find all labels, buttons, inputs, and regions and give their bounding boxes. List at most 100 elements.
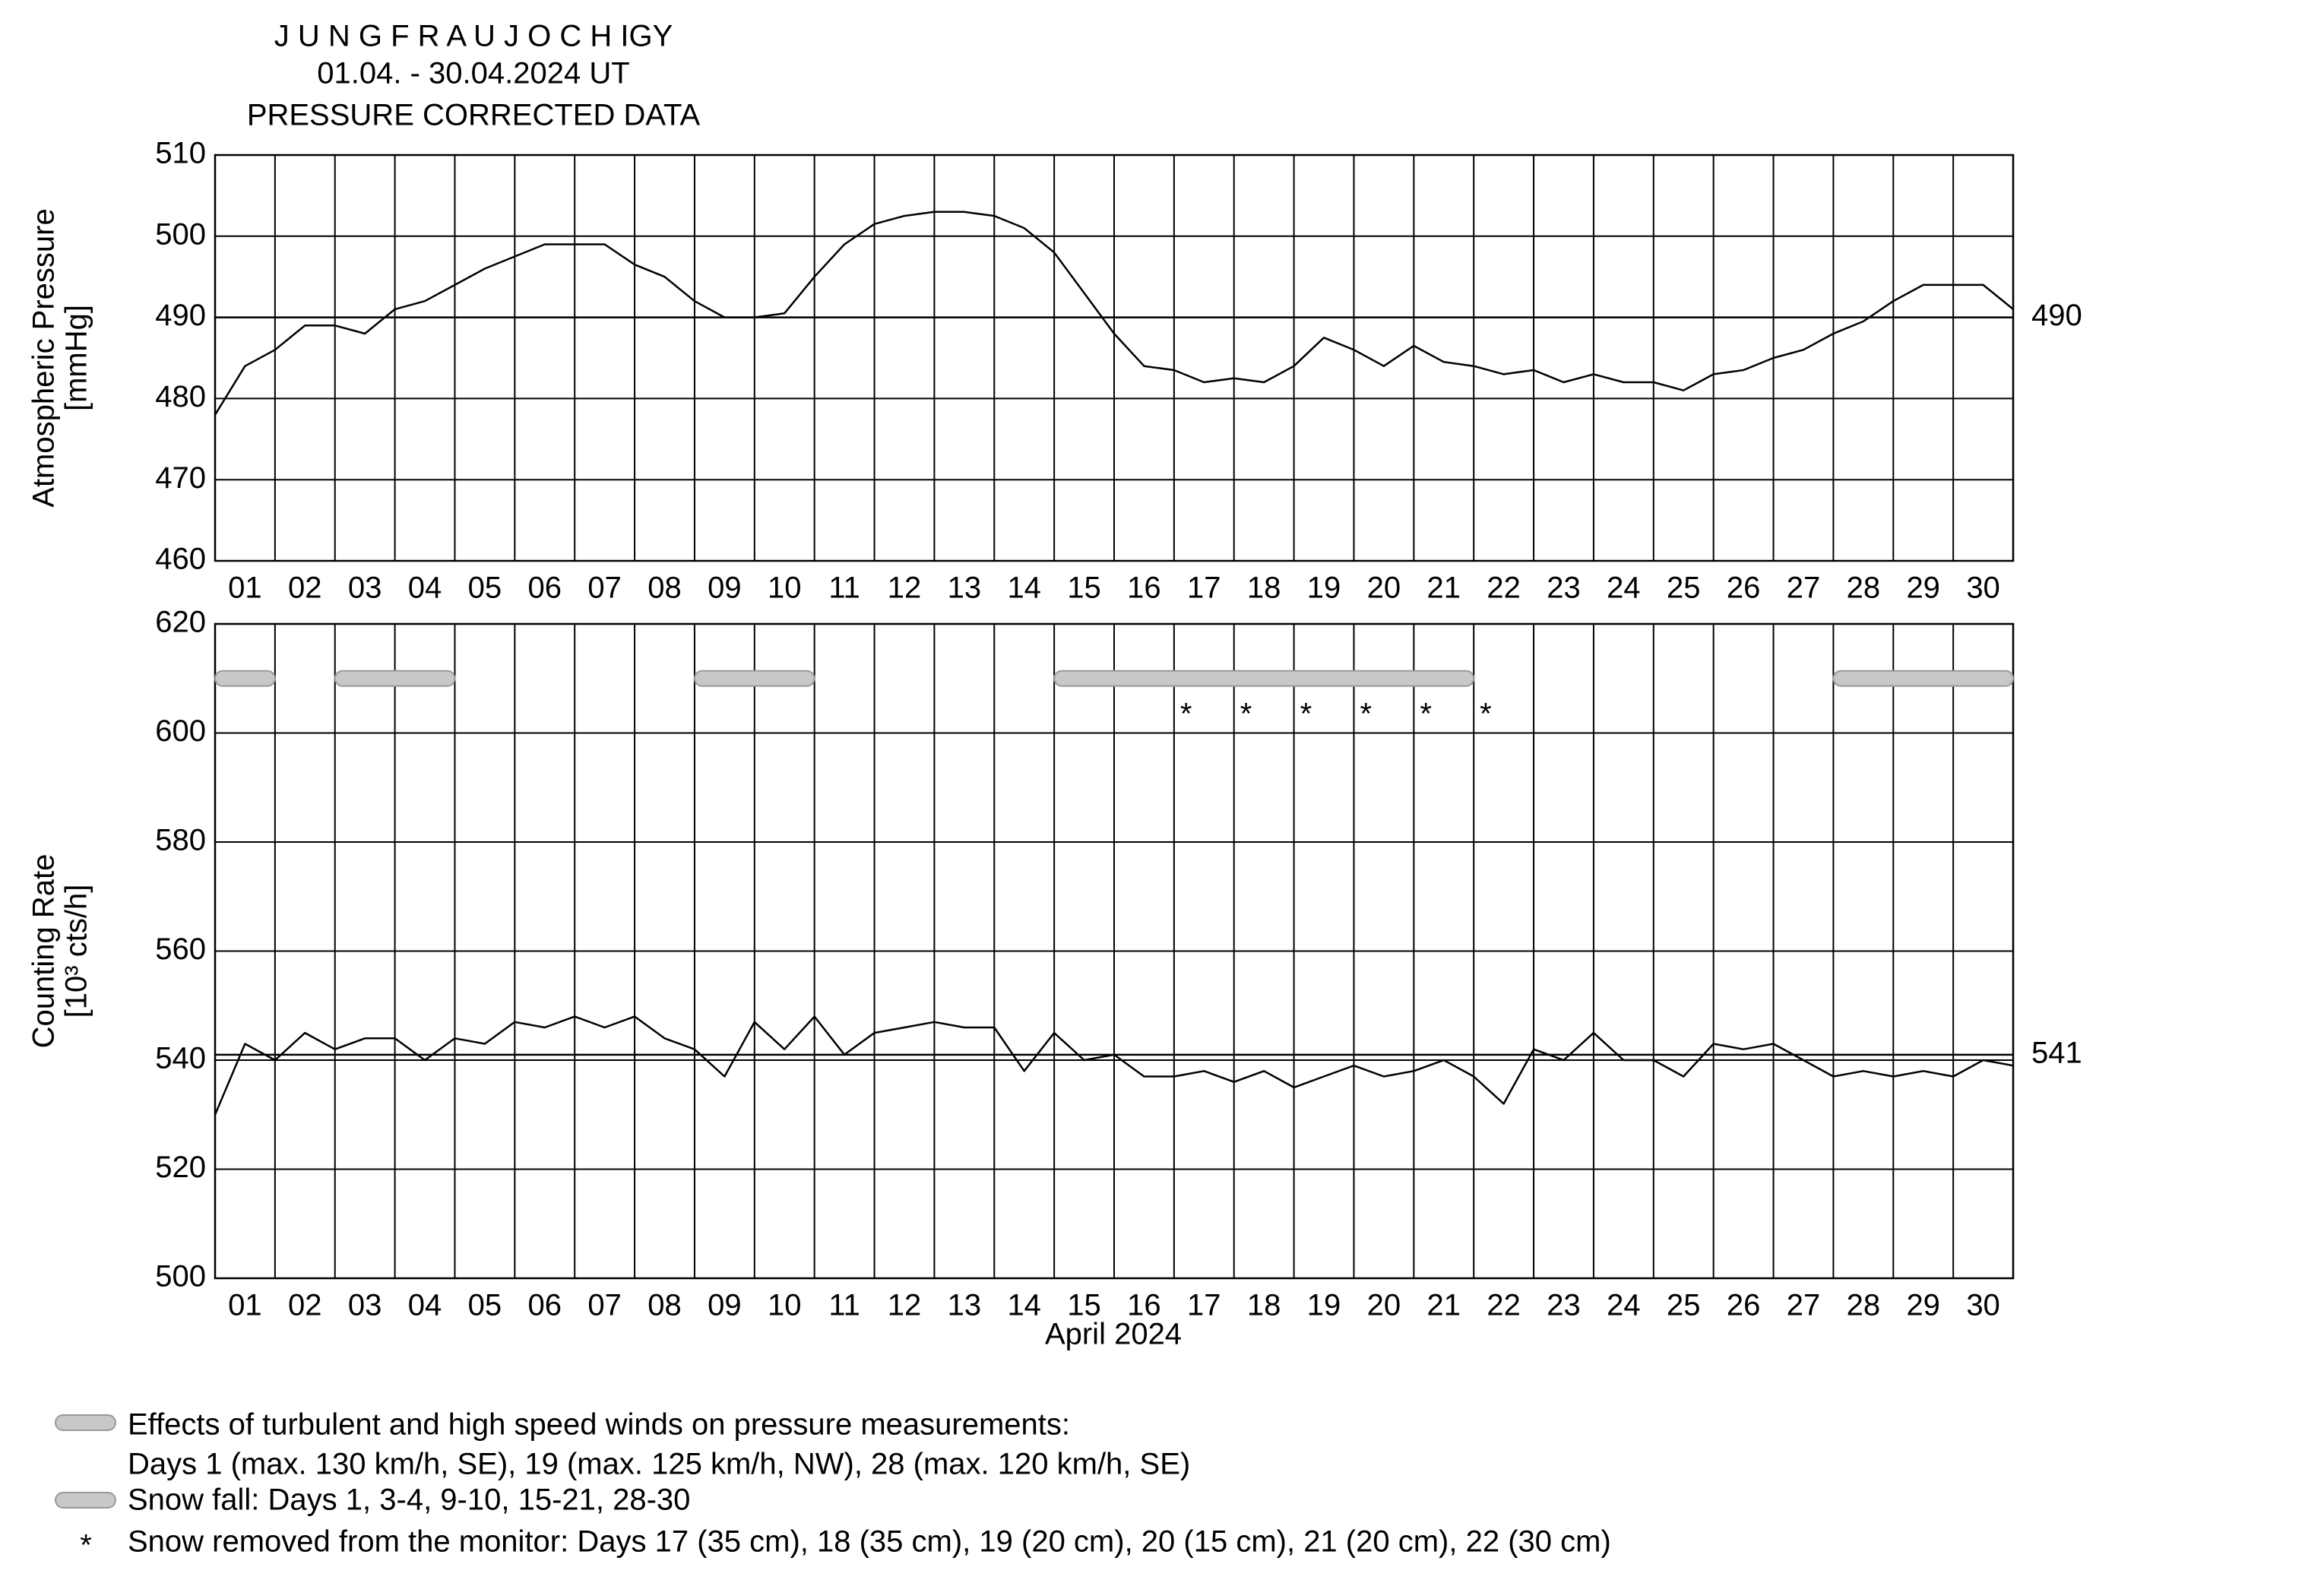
x-tick-label: 01 (228, 1289, 262, 1322)
reference-label: 541 (2031, 1036, 2082, 1069)
y-tick-label: 470 (155, 461, 206, 495)
x-tick-label: 03 (348, 1289, 382, 1322)
x-tick-label: 12 (888, 571, 922, 605)
x-tick-label: 18 (1247, 1289, 1281, 1322)
x-tick-label: 25 (1667, 571, 1701, 605)
x-tick-label: 10 (768, 1289, 802, 1322)
y-axis-label: Counting Rate (27, 854, 61, 1049)
x-tick-label: 21 (1427, 571, 1461, 605)
x-tick-label: 01 (228, 571, 262, 605)
x-tick-label: 04 (408, 1289, 442, 1322)
snow-removal-marker: * (1240, 697, 1252, 730)
y-tick-label: 560 (155, 932, 206, 966)
y-tick-label: 520 (155, 1151, 206, 1184)
x-axis-label: April 2024 (1045, 1318, 1182, 1351)
x-tick-label: 04 (408, 571, 442, 605)
reference-label: 490 (2031, 299, 2082, 332)
legend-text: Effects of turbulent and high speed wind… (128, 1408, 1070, 1442)
x-tick-label: 06 (528, 571, 562, 605)
x-tick-label: 19 (1307, 571, 1341, 605)
plot-frame (214, 154, 2015, 562)
snow-band (1832, 670, 2014, 687)
chart-title: 01.04. - 30.04.2024 UT (317, 57, 629, 90)
snow-removal-marker: * (1180, 697, 1192, 730)
x-tick-label: 20 (1367, 571, 1401, 605)
x-tick-label: 08 (647, 571, 682, 605)
plot-frame (214, 622, 2015, 1280)
legend-text: Days 1 (max. 130 km/h, SE), 19 (max. 125… (128, 1448, 1190, 1481)
x-tick-label: 03 (348, 571, 382, 605)
x-tick-label: 13 (948, 1289, 982, 1322)
x-tick-label: 23 (1547, 1289, 1581, 1322)
data-line (214, 211, 2014, 416)
x-tick-label: 02 (288, 571, 322, 605)
x-tick-label: 07 (587, 571, 622, 605)
legend-swatch (55, 1492, 116, 1509)
y-tick-label: 460 (155, 543, 206, 576)
x-tick-label: 15 (1067, 1289, 1101, 1322)
x-tick-label: 17 (1187, 1289, 1221, 1322)
y-tick-label: 490 (155, 299, 206, 332)
y-axis-label: [mmHg] (60, 305, 93, 411)
x-tick-label: 18 (1247, 571, 1281, 605)
snow-band (334, 670, 456, 687)
x-tick-label: 11 (828, 1289, 860, 1322)
y-tick-label: 620 (155, 606, 206, 639)
x-tick-label: 21 (1427, 1289, 1461, 1322)
x-tick-label: 29 (1906, 571, 1940, 605)
x-tick-label: 08 (647, 1289, 682, 1322)
snow-removal-marker: * (1420, 697, 1432, 730)
snow-band (1053, 670, 1475, 687)
x-tick-label: 05 (468, 1289, 502, 1322)
snow-band (693, 670, 815, 687)
x-tick-label: 19 (1307, 1289, 1341, 1322)
x-tick-label: 30 (1966, 1289, 2000, 1322)
x-tick-label: 25 (1667, 1289, 1701, 1322)
x-tick-label: 28 (1847, 571, 1881, 605)
x-tick-label: 30 (1966, 571, 2000, 605)
x-tick-label: 12 (888, 1289, 922, 1322)
legend-symbol: * (80, 1529, 92, 1562)
y-axis-label: [10³ cts/h] (60, 885, 93, 1018)
y-tick-label: 600 (155, 714, 206, 748)
x-tick-label: 27 (1787, 1289, 1821, 1322)
x-tick-label: 09 (708, 1289, 742, 1322)
x-tick-label: 29 (1906, 1289, 1940, 1322)
y-tick-label: 580 (155, 824, 206, 857)
y-tick-label: 540 (155, 1042, 206, 1075)
x-tick-label: 22 (1487, 1289, 1521, 1322)
x-tick-label: 23 (1547, 571, 1581, 605)
legend-text: Snow fall: Days 1, 3-4, 9-10, 15-21, 28-… (128, 1483, 690, 1517)
chart-title: PRESSURE CORRECTED DATA (247, 99, 701, 132)
legend-swatch (55, 1414, 116, 1431)
x-tick-label: 17 (1187, 571, 1221, 605)
y-tick-label: 510 (155, 137, 206, 170)
x-tick-label: 07 (587, 1289, 622, 1322)
x-tick-label: 14 (1007, 571, 1041, 605)
x-tick-label: 27 (1787, 571, 1821, 605)
snow-removal-marker: * (1300, 697, 1312, 730)
data-line (214, 1015, 2014, 1116)
y-tick-label: 480 (155, 380, 206, 413)
x-tick-label: 20 (1367, 1289, 1401, 1322)
x-tick-label: 26 (1727, 1289, 1761, 1322)
x-tick-label: 16 (1127, 571, 1161, 605)
y-tick-label: 500 (155, 217, 206, 251)
x-tick-label: 24 (1607, 1289, 1641, 1322)
x-tick-label: 14 (1007, 1289, 1041, 1322)
snow-removal-marker: * (1360, 697, 1372, 730)
legend-text: Snow removed from the monitor: Days 17 (… (128, 1525, 1611, 1559)
x-tick-label: 02 (288, 1289, 322, 1322)
x-tick-label: 28 (1847, 1289, 1881, 1322)
x-tick-label: 10 (768, 571, 802, 605)
x-tick-label: 16 (1127, 1289, 1161, 1322)
x-tick-label: 13 (948, 571, 982, 605)
snow-removal-marker: * (1480, 697, 1492, 730)
chart-title: J U N G F R A U J O C H IGY (274, 20, 673, 53)
y-tick-label: 500 (155, 1260, 206, 1293)
x-tick-label: 22 (1487, 571, 1521, 605)
x-tick-label: 24 (1607, 571, 1641, 605)
x-tick-label: 05 (468, 571, 502, 605)
